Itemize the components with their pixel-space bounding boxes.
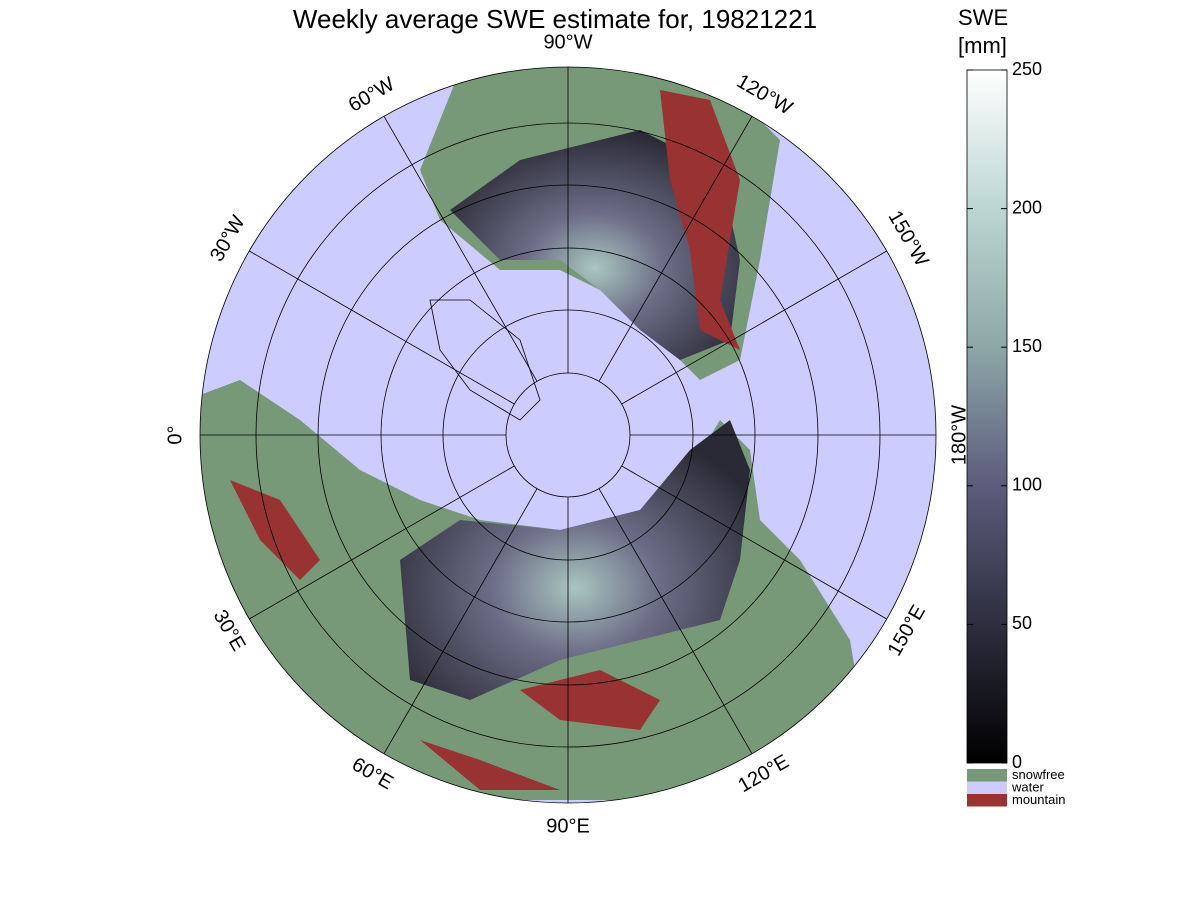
longitude-label: 90°E xyxy=(546,815,590,837)
longitude-label: 90°W xyxy=(543,31,592,53)
legend-swatch xyxy=(967,794,1007,807)
meridian xyxy=(383,116,538,382)
meridian xyxy=(383,488,538,754)
colorbar-tick-label: 100 xyxy=(1012,475,1042,495)
colorbar-label: [mm] xyxy=(958,33,1007,58)
asia-mountain xyxy=(230,480,660,790)
meridian xyxy=(249,465,515,620)
longitude-label: 30°E xyxy=(209,606,250,655)
legend-swatch xyxy=(967,769,1007,782)
rockies-mountain xyxy=(660,90,740,350)
colorbar-tick-label: 0 xyxy=(1012,752,1022,772)
colorbar-tick-label: 50 xyxy=(1012,613,1032,633)
legend-swatch xyxy=(967,781,1007,794)
colorbar-tick-label: 250 xyxy=(1012,59,1042,79)
legend-label: mountain xyxy=(1012,792,1065,807)
meridian xyxy=(598,488,753,754)
map xyxy=(200,67,936,803)
longitude-label: 180°W xyxy=(948,405,970,465)
longitude-label: 60°E xyxy=(348,753,397,794)
north-america-snow xyxy=(450,130,740,360)
colorbar-label: SWE xyxy=(958,5,1008,30)
title: Weekly average SWE estimate for, 1982122… xyxy=(293,4,817,34)
longitude-label: 60°W xyxy=(345,73,399,117)
map-border xyxy=(199,66,937,804)
colorbar-tick-label: 150 xyxy=(1012,336,1042,356)
colorbar xyxy=(966,69,1008,764)
greenland xyxy=(429,299,541,421)
meridian xyxy=(249,250,515,405)
meridian xyxy=(598,116,753,382)
meridian xyxy=(621,250,887,405)
longitude-label: 30°W xyxy=(206,212,250,266)
legend-label: snowfree xyxy=(1012,767,1065,782)
legend-label: water xyxy=(1011,779,1044,794)
meridian xyxy=(621,465,887,620)
colorbar-tick-label: 200 xyxy=(1012,197,1042,217)
longitude-label: 0° xyxy=(164,425,186,444)
